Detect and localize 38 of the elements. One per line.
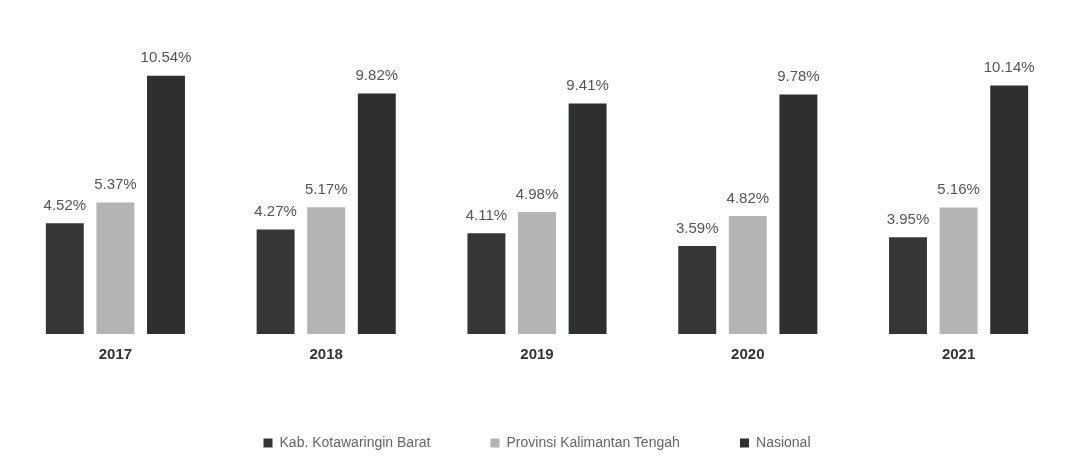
legend-label: Nasional bbox=[756, 433, 811, 450]
data-label: 5.16% bbox=[937, 180, 980, 198]
bar bbox=[728, 215, 767, 334]
data-label: 4.11% bbox=[465, 205, 508, 223]
data-label: 5.17% bbox=[304, 179, 348, 197]
bar bbox=[45, 223, 84, 334]
bar bbox=[147, 75, 185, 334]
data-label: 10.54% bbox=[140, 48, 192, 66]
legend-label: Provinsi Kalimantan Tengah bbox=[506, 433, 680, 450]
data-label: 4.98% bbox=[515, 184, 559, 202]
x-tick-label: 2021 bbox=[941, 345, 976, 363]
bar bbox=[96, 202, 135, 334]
bar bbox=[467, 233, 506, 334]
data-label: 3.59% bbox=[675, 218, 719, 236]
data-label: 9.82% bbox=[355, 66, 399, 84]
bar bbox=[256, 229, 295, 334]
bar bbox=[307, 207, 346, 334]
x-tick-label: 2019 bbox=[520, 345, 554, 363]
bar bbox=[939, 207, 978, 334]
data-label: 9.41% bbox=[566, 76, 609, 94]
data-label: 9.78% bbox=[777, 67, 820, 85]
data-label: 5.37% bbox=[94, 175, 137, 193]
bar bbox=[568, 103, 607, 334]
legend-label: Kab. Kotawaringin Barat bbox=[279, 433, 431, 450]
x-tick-label: 2017 bbox=[98, 345, 133, 363]
bar bbox=[678, 246, 717, 334]
data-label: 3.95% bbox=[886, 209, 930, 227]
data-label: 4.82% bbox=[726, 188, 770, 206]
data-label: 4.27% bbox=[254, 202, 297, 220]
data-label: 10.14% bbox=[983, 58, 1035, 76]
x-tick-label: 2018 bbox=[309, 345, 343, 363]
bar bbox=[779, 94, 818, 334]
data-label: 4.52% bbox=[43, 195, 87, 213]
bar bbox=[357, 93, 396, 334]
bar bbox=[889, 237, 927, 334]
x-tick-label: 2020 bbox=[731, 345, 765, 363]
bar bbox=[990, 85, 1029, 334]
bar bbox=[518, 211, 556, 334]
